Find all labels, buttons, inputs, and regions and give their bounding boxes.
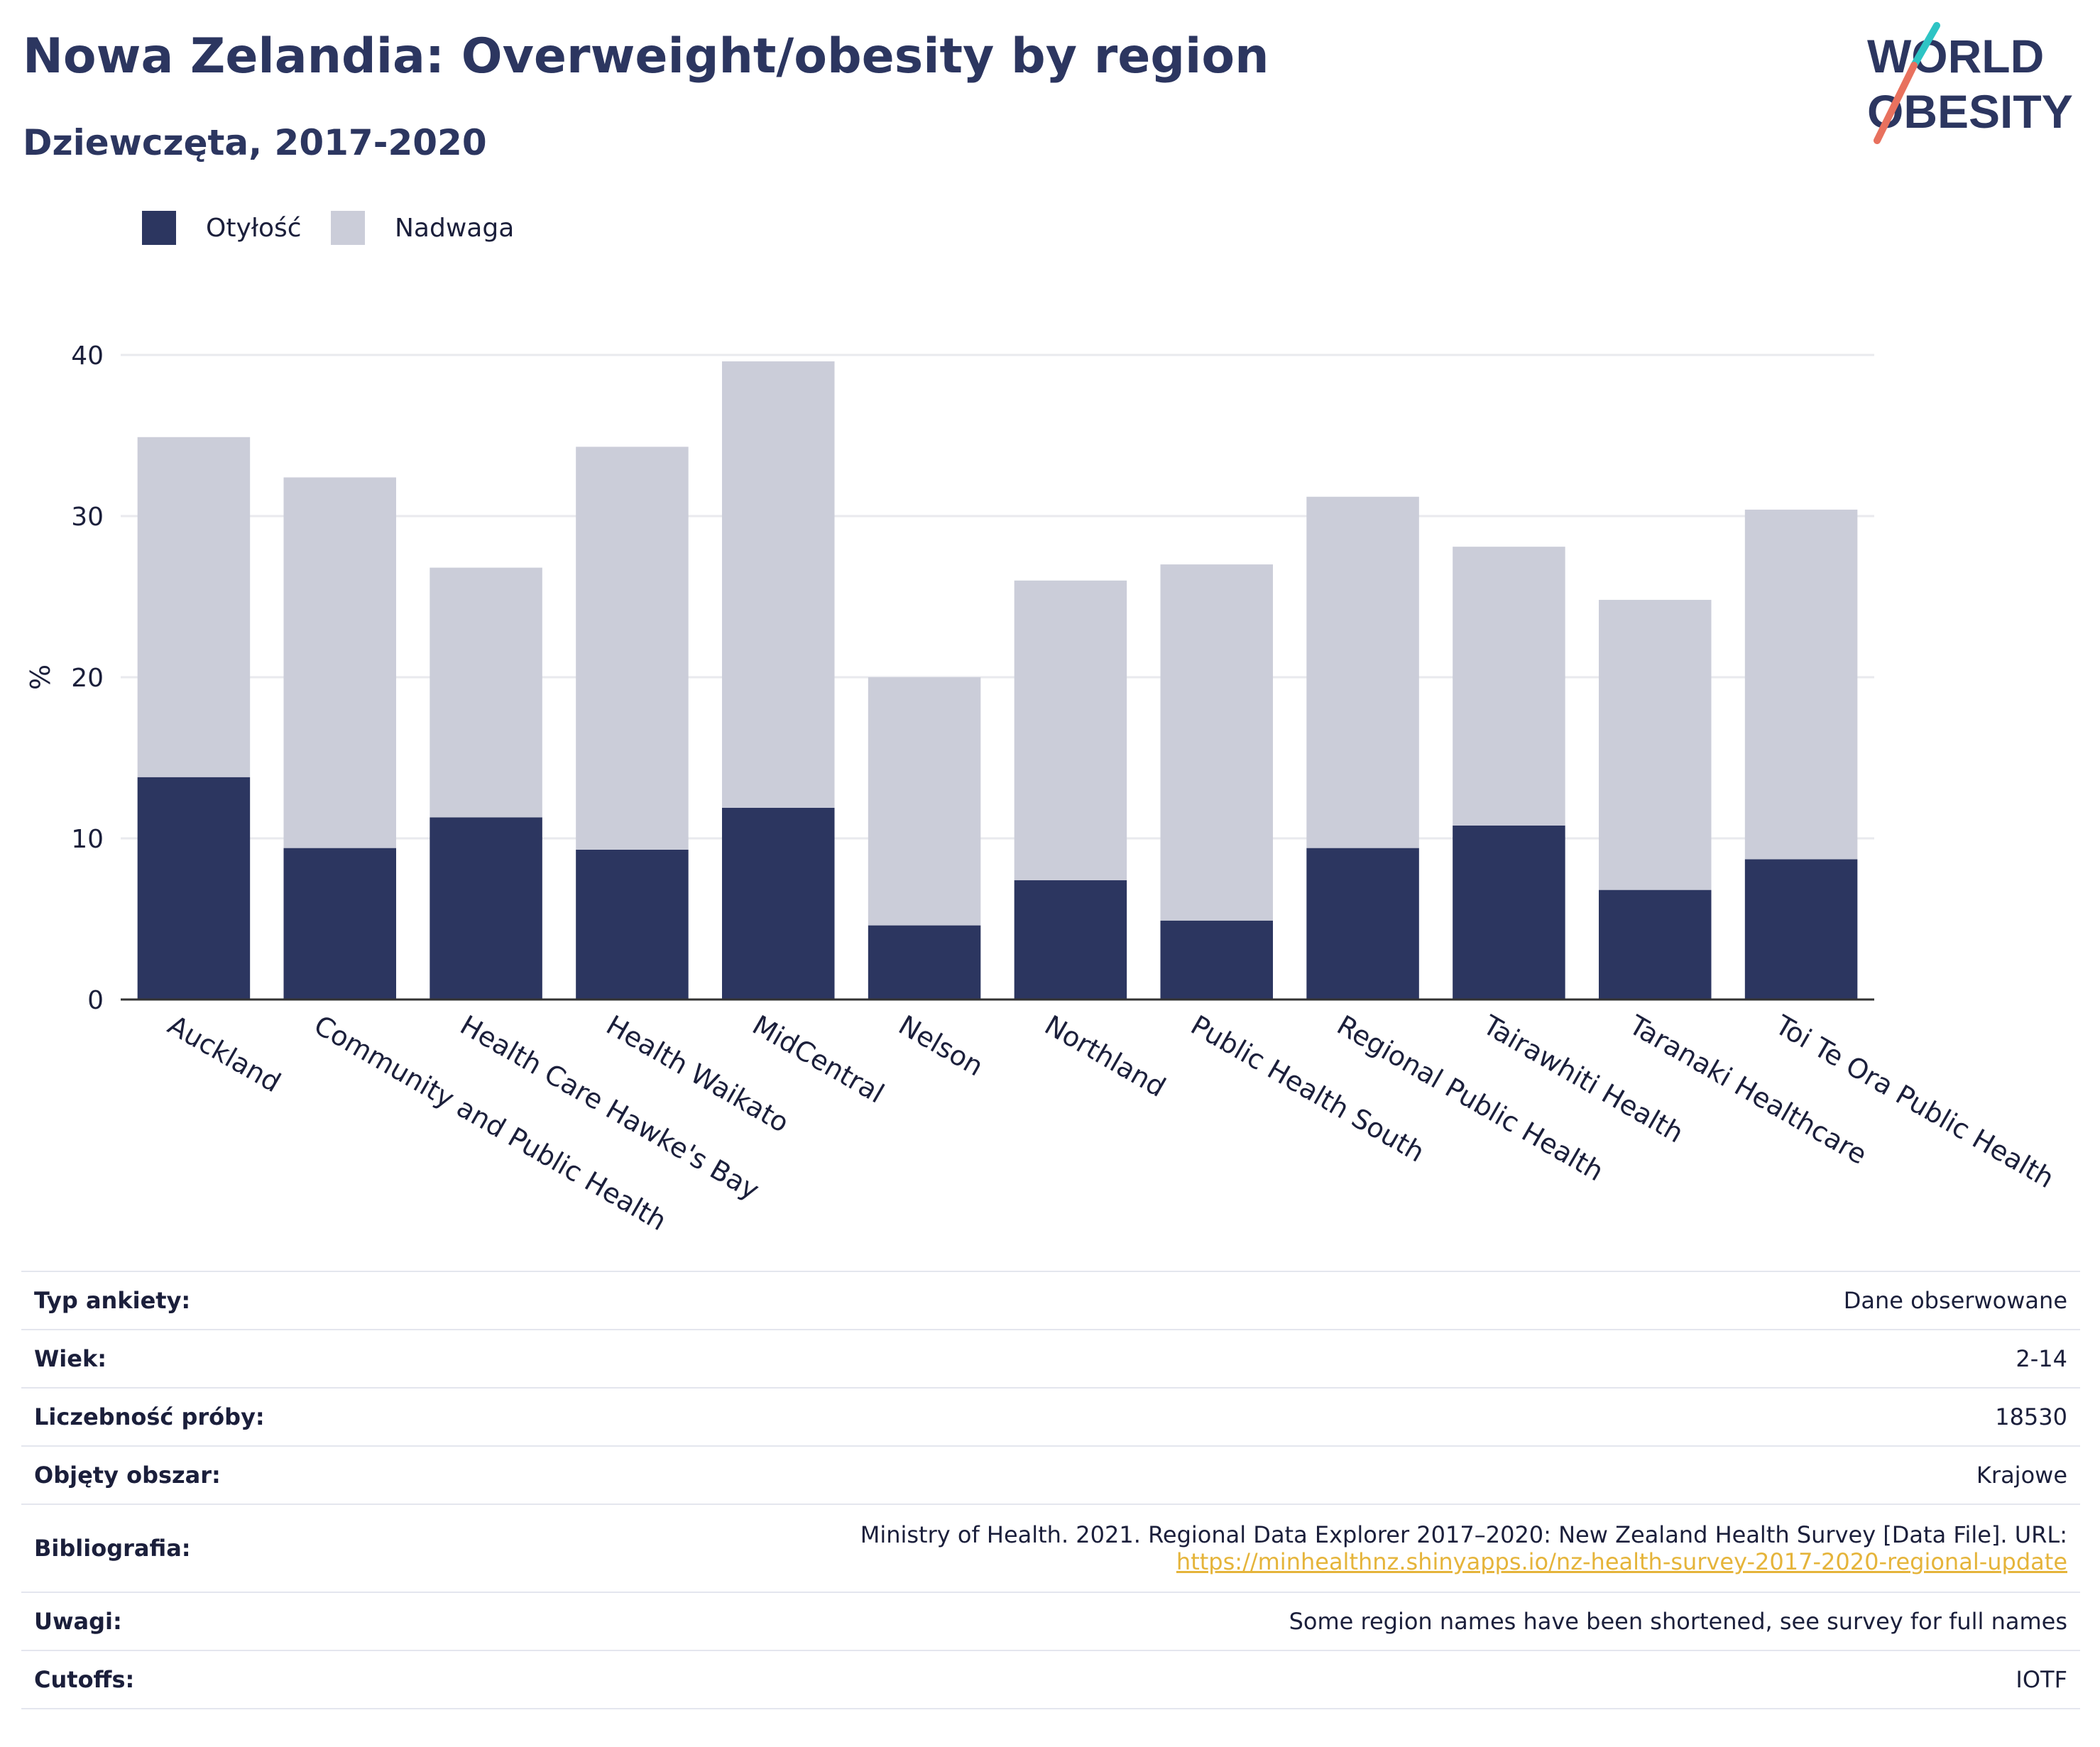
legend-label-obesity: Otyłość bbox=[206, 213, 302, 243]
legend-item-overweight[interactable]: Nadwaga bbox=[331, 211, 514, 245]
info-value: 2-14 bbox=[375, 1329, 2080, 1388]
chart-subtitle: Dziewczęta, 2017-2020 bbox=[23, 122, 487, 163]
bar-obesity-9 bbox=[1306, 848, 1419, 1000]
bar-obesity-4 bbox=[576, 849, 689, 1000]
logo-slash-coral bbox=[1874, 62, 1918, 144]
legend-label-overweight: Nadwaga bbox=[395, 213, 515, 243]
x-tick-label: Regional Public Health bbox=[1332, 1009, 1609, 1188]
bar-overweight-9 bbox=[1306, 496, 1419, 848]
info-value: Krajowe bbox=[375, 1445, 2080, 1504]
y-tick-label: 40 bbox=[71, 341, 104, 371]
info-row: Bibliografia: Ministry of Health. 2021. R… bbox=[21, 1504, 2080, 1592]
bar-overweight-11 bbox=[1599, 600, 1712, 890]
y-tick-label: 20 bbox=[71, 664, 104, 693]
y-tick-label: 10 bbox=[71, 825, 104, 854]
bar-obesity-7 bbox=[1014, 880, 1127, 1000]
info-value-text: 18530 bbox=[1995, 1403, 2067, 1430]
x-tick-label: Taranaki Healthcare bbox=[1624, 1009, 1872, 1171]
info-row: Wiek: 2-14 bbox=[21, 1329, 2080, 1388]
info-label: Wiek: bbox=[21, 1329, 376, 1388]
bar-overweight-1 bbox=[137, 437, 251, 777]
bar-overweight-7 bbox=[1014, 580, 1127, 881]
info-row: Typ ankiety: Dane obserwowane bbox=[21, 1271, 2080, 1330]
info-value-text: Krajowe bbox=[1976, 1462, 2067, 1489]
bar-obesity-2 bbox=[283, 848, 396, 1000]
info-value: IOTF bbox=[375, 1650, 2080, 1709]
bar-obesity-8 bbox=[1160, 920, 1273, 1000]
x-tick-label: MidCentral bbox=[748, 1009, 890, 1110]
x-tick-label: Public Health South bbox=[1186, 1009, 1430, 1168]
info-value-text: Ministry of Health. 2021. Regional Data … bbox=[860, 1521, 2067, 1548]
bar-overweight-4 bbox=[576, 447, 689, 850]
info-value: 18530 bbox=[375, 1387, 2080, 1446]
info-label: Cutoffs: bbox=[21, 1650, 376, 1709]
legend-item-obesity[interactable]: Otyłość bbox=[142, 211, 302, 245]
bar-obesity-10 bbox=[1453, 825, 1565, 1000]
y-tick-label: 30 bbox=[71, 503, 104, 532]
bar-obesity-6 bbox=[868, 925, 981, 1000]
bar-obesity-1 bbox=[137, 777, 251, 1000]
x-tick-label: Auckland bbox=[163, 1009, 286, 1099]
info-value: Some region names have been shortened, s… bbox=[375, 1592, 2080, 1650]
x-tick-label: Northland bbox=[1039, 1009, 1171, 1103]
bar-overweight-12 bbox=[1744, 509, 1858, 860]
info-row: Objęty obszar: Krajowe bbox=[21, 1445, 2080, 1504]
info-value: Dane obserwowane bbox=[375, 1271, 2080, 1330]
info-label: Uwagi: bbox=[21, 1592, 376, 1650]
chart-title: Nowa Zelandia: Overweight/obesity by reg… bbox=[23, 28, 1269, 84]
info-label: Objęty obszar: bbox=[21, 1445, 376, 1504]
info-value-text: Some region names have been shortened, s… bbox=[1289, 1608, 2067, 1635]
info-label: Liczebność próby: bbox=[21, 1387, 376, 1446]
x-tick-label: Nelson bbox=[893, 1009, 988, 1083]
x-tick-label: Toi Te Ora Public Health bbox=[1769, 1009, 2059, 1194]
info-row: Uwagi: Some region names have been shorte… bbox=[21, 1592, 2080, 1650]
logo-slash-teal bbox=[1910, 22, 1940, 69]
legend-swatch-obesity bbox=[142, 211, 176, 245]
logo-text-world: WORLD bbox=[1867, 30, 2044, 82]
source-link[interactable]: https://minhealthnz.shinyapps.io/nz-heal… bbox=[1176, 1548, 2067, 1575]
bar-obesity-5 bbox=[722, 807, 835, 1000]
info-row: Liczebność próby: 18530 bbox=[21, 1387, 2080, 1446]
survey-info-table: Typ ankiety: Dane obserwowane Wiek: 2-14 Lic… bbox=[21, 1271, 2080, 1709]
y-tick-label: 0 bbox=[87, 986, 104, 1015]
bar-overweight-2 bbox=[283, 477, 396, 848]
info-row: Cutoffs: IOTF bbox=[21, 1650, 2080, 1709]
bar-overweight-8 bbox=[1160, 564, 1273, 921]
info-value-text: 2-14 bbox=[2016, 1345, 2067, 1372]
bar-overweight-5 bbox=[722, 361, 835, 808]
y-axis-label: % bbox=[25, 664, 56, 690]
bar-overweight-3 bbox=[430, 567, 542, 818]
bar-obesity-11 bbox=[1599, 889, 1712, 1000]
bar-obesity-3 bbox=[430, 817, 542, 1000]
bar-obesity-12 bbox=[1744, 859, 1858, 1000]
bar-overweight-6 bbox=[868, 677, 981, 926]
info-value-text: IOTF bbox=[2016, 1666, 2067, 1693]
info-value-text: Dane obserwowane bbox=[1843, 1287, 2067, 1314]
world-obesity-logo: WORLD OBESITY bbox=[1867, 22, 2073, 144]
bar-overweight-10 bbox=[1453, 547, 1565, 826]
info-label: Bibliografia: bbox=[21, 1504, 376, 1592]
info-value: Ministry of Health. 2021. Regional Data … bbox=[375, 1504, 2080, 1592]
legend-swatch-overweight bbox=[331, 211, 365, 245]
info-label: Typ ankiety: bbox=[21, 1271, 376, 1330]
